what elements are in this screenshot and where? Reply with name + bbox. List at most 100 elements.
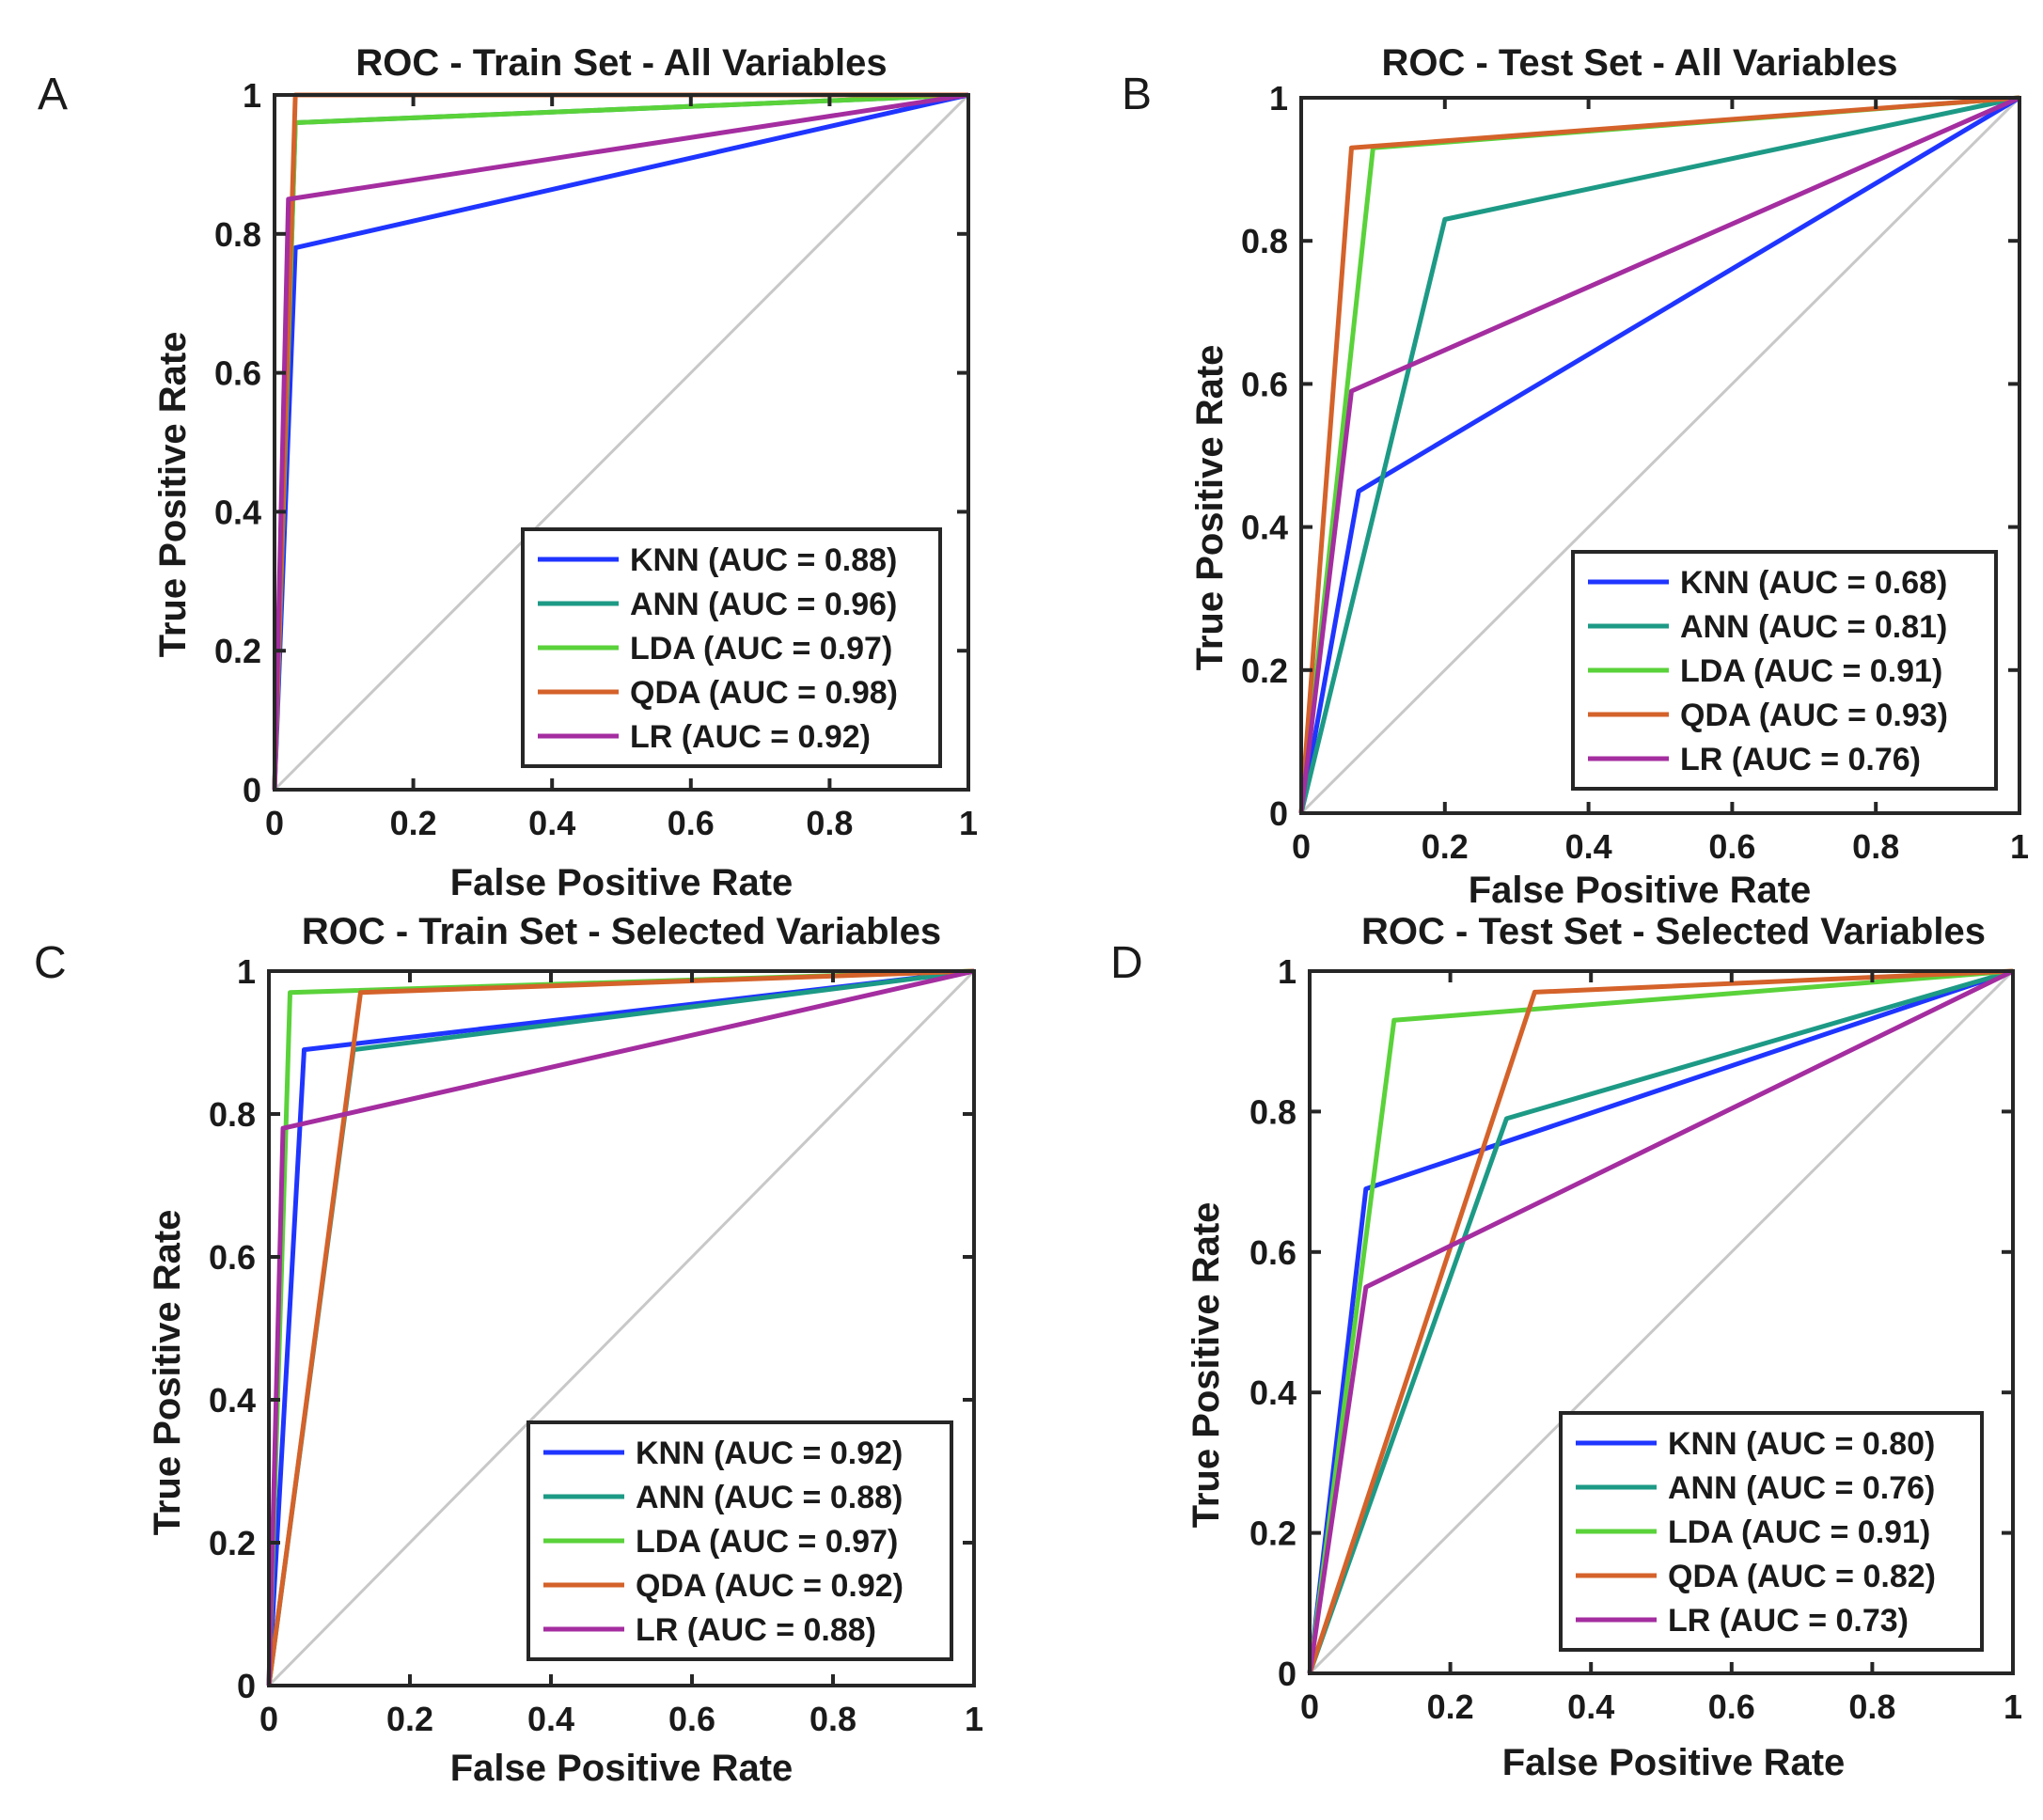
x-tick-label: 0 (1300, 1687, 1319, 1726)
legend-entry-label: LDA (AUC = 0.91) (1668, 1514, 1930, 1550)
legend-entry-label: LR (AUC = 0.73) (1668, 1603, 1909, 1639)
legend-entry-label: QDA (AUC = 0.98) (630, 675, 898, 711)
y-tick-label: 0.6 (1249, 1233, 1297, 1272)
legend-entry-label: KNN (AUC = 0.92) (636, 1436, 903, 1471)
roc-series-qda (1307, 968, 2014, 1674)
x-tick-label: 0.6 (1708, 1687, 1755, 1726)
x-tick-label: 0.6 (668, 1700, 715, 1738)
y-tick-label: 1 (237, 952, 256, 991)
y-tick-label: 0.8 (214, 215, 261, 254)
roc-chart-c: C ROC - Train Set - Selected Variables 0… (34, 911, 983, 1789)
y-tick-label: 0.4 (209, 1381, 256, 1420)
roc-series-knn (1298, 95, 2021, 814)
y-tick-label: 0 (1269, 794, 1288, 833)
legend-entry-label: LR (AUC = 0.92) (630, 719, 871, 755)
x-tick-label: 0.2 (390, 804, 437, 842)
y-axis-label: True Positive Rate (1186, 1202, 1227, 1529)
panel-label: D (1110, 938, 1143, 988)
legend: KNN (AUC = 0.88) ANN (AUC = 0.96) LDA (AUC… (521, 527, 942, 768)
chance-diagonal-line (273, 93, 970, 792)
axes-frame (267, 969, 976, 1687)
legend-entry-label: ANN (AUC = 0.76) (1668, 1470, 1935, 1506)
x-tick-label: 0.8 (806, 804, 853, 842)
legend-entry-label: QDA (AUC = 0.82) (1668, 1559, 1936, 1594)
axes-frame (273, 93, 970, 792)
axes-frame (1308, 969, 2015, 1675)
roc-series-ann (1298, 95, 2020, 814)
legend-entry-label: ANN (AUC = 0.88) (636, 1480, 903, 1515)
roc-series-ann (1307, 968, 2014, 1674)
legend-entry-label: LR (AUC = 0.88) (636, 1612, 876, 1648)
y-axis-label: True Positive Rate (1189, 345, 1231, 671)
y-tick-label: 0.4 (1241, 509, 1288, 547)
x-tick-label: 0.6 (1708, 827, 1755, 866)
legend: KNN (AUC = 0.68) ANN (AUC = 0.81) LDA (AUC… (1571, 550, 1998, 791)
panel-label: B (1122, 70, 1152, 119)
y-tick-label: 0.6 (209, 1238, 256, 1277)
y-tick-label: 0 (1278, 1655, 1297, 1693)
legend: KNN (AUC = 0.92) ANN (AUC = 0.88) LDA (AUC… (526, 1420, 953, 1661)
roc-series-lr (272, 92, 969, 791)
panel-label: C (34, 938, 67, 988)
chart-title: ROC - Test Set - Selected Variables (1361, 911, 1986, 952)
y-tick-label: 1 (1278, 952, 1297, 991)
roc-series-qda (266, 968, 975, 1687)
roc-chart-b: B ROC - Test Set - All Variables 0 0.2 0.4… (1122, 42, 2029, 910)
roc-chart-a: A ROC - Train Set - All Variables 0 0.2 0.… (38, 42, 978, 903)
legend-entry-label: LDA (AUC = 0.97) (630, 631, 892, 667)
roc-panel-b: B ROC - Test Set - All Variables 0 0.2 0.4… (1022, 0, 2043, 910)
roc-series-lr (1298, 95, 2021, 814)
x-tick-label: 1 (2004, 1687, 2022, 1726)
chart-title: ROC - Test Set - All Variables (1381, 42, 1897, 84)
y-tick-label: 0 (237, 1667, 256, 1705)
chart-title: ROC - Train Set - All Variables (355, 42, 887, 84)
roc-series-lda (1307, 968, 2014, 1674)
y-axis-label: True Positive Rate (147, 1210, 188, 1536)
x-tick-label: 1 (2010, 827, 2029, 866)
x-tick-label: 0.8 (809, 1700, 856, 1738)
legend-entry-label: KNN (AUC = 0.68) (1680, 565, 1947, 601)
legend: KNN (AUC = 0.80) ANN (AUC = 0.76) LDA (AUC… (1559, 1411, 1984, 1652)
x-tick-label: 0 (259, 1700, 278, 1738)
x-axis-label: False Positive Rate (450, 1748, 794, 1789)
x-tick-label: 0.8 (1852, 827, 1899, 866)
legend-entry-label: LDA (AUC = 0.97) (636, 1524, 898, 1560)
x-tick-label: 0.4 (1565, 827, 1612, 866)
chart-title: ROC - Train Set - Selected Variables (302, 911, 941, 952)
y-tick-label: 0.4 (1249, 1373, 1297, 1412)
legend-entry-label: ANN (AUC = 0.81) (1680, 609, 1947, 645)
roc-series-qda (1298, 95, 2020, 814)
legend-entry-label: KNN (AUC = 0.88) (630, 542, 897, 578)
y-tick-label: 0.8 (1241, 222, 1288, 260)
y-tick-label: 0.2 (214, 632, 261, 670)
x-axis-label: False Positive Rate (450, 862, 794, 903)
y-tick-label: 1 (243, 76, 261, 115)
y-tick-label: 0.2 (209, 1524, 256, 1562)
y-tick-label: 1 (1269, 79, 1288, 118)
y-tick-label: 0.6 (1241, 365, 1288, 403)
roc-series-lr (1307, 968, 2015, 1674)
y-tick-label: 0.8 (1249, 1092, 1297, 1131)
y-tick-label: 0 (243, 771, 261, 809)
x-tick-label: 0.8 (1848, 1687, 1895, 1726)
roc-panel-a: A ROC - Train Set - All Variables 0 0.2 0.… (0, 0, 1021, 910)
x-tick-label: 0.4 (1567, 1687, 1614, 1726)
x-tick-label: 0.2 (1427, 1687, 1474, 1726)
legend-entry-label: KNN (AUC = 0.80) (1668, 1426, 1935, 1462)
y-tick-label: 0.2 (1249, 1514, 1297, 1553)
x-tick-label: 0 (1292, 827, 1311, 866)
y-tick-label: 0.6 (214, 354, 261, 393)
roc-panel-c: C ROC - Train Set - Selected Variables 0… (0, 910, 1021, 1820)
x-axis-label: False Positive Rate (1502, 1742, 1846, 1783)
axes-frame (1299, 96, 2021, 815)
x-tick-label: 1 (959, 804, 978, 842)
y-tick-label: 0.8 (209, 1095, 256, 1134)
y-tick-label: 0.4 (214, 493, 261, 531)
x-tick-label: 0.2 (1422, 827, 1469, 866)
roc-series-lr (266, 968, 975, 1687)
x-tick-label: 0.2 (386, 1700, 433, 1738)
legend-entry-label: QDA (AUC = 0.92) (636, 1568, 904, 1604)
x-tick-label: 0.4 (527, 1700, 574, 1738)
legend-entry-label: QDA (AUC = 0.93) (1680, 698, 1948, 733)
